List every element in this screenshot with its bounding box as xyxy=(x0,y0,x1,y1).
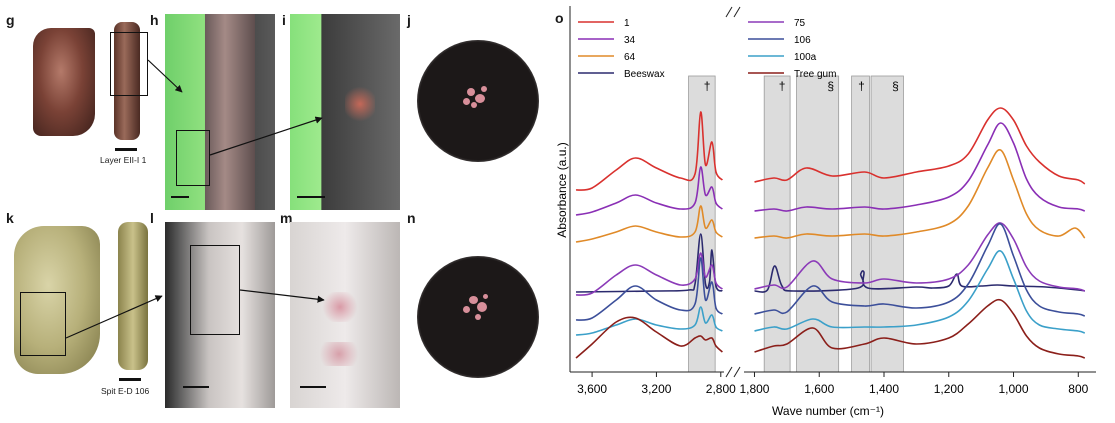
band-symbol-2: § xyxy=(827,79,834,93)
band-symbol-1: † xyxy=(779,79,786,93)
x-tick-label-left-0: 3,600 xyxy=(577,382,607,396)
flint-side-view-g xyxy=(114,22,140,140)
band-symbol-3: † xyxy=(858,79,865,93)
series-106-right xyxy=(754,223,1086,317)
axis-break-1a xyxy=(725,6,733,18)
x-tick-label-left-1: 3,200 xyxy=(641,382,671,396)
legend-label-75: 75 xyxy=(794,18,806,29)
scale-bar-l xyxy=(183,386,209,388)
sample-dish-j xyxy=(417,40,539,162)
series-64-left xyxy=(575,205,723,243)
band-1 xyxy=(763,75,791,373)
macro-photo-i xyxy=(290,14,400,210)
panel-label-i: i xyxy=(282,12,286,28)
x-axis-label: Wave number (cm⁻¹) xyxy=(772,404,884,418)
panel-label-k: k xyxy=(6,210,14,226)
ftir-spectrum-chart: † † § † § 3,600 3,200 2,800 1,800 1,600 1,400 1,20… xyxy=(555,6,1096,418)
spit-caption: Spit E-D 106 xyxy=(101,386,150,396)
spectrum-curves xyxy=(575,107,1086,359)
panel-label-m: m xyxy=(280,210,293,226)
band-symbol-0: † xyxy=(704,79,711,93)
series-beeswax-left xyxy=(575,233,723,293)
layer-caption: Layer EII-I 1 xyxy=(100,155,147,165)
series-75-left xyxy=(575,252,723,296)
x-tick-label-right-1: 1,600 xyxy=(804,382,834,396)
panel-label-j: j xyxy=(407,12,411,28)
panel-label-h: h xyxy=(150,12,159,28)
detail-frame-g xyxy=(110,32,148,96)
zoom-arrow-k-l xyxy=(65,295,163,339)
macro-photo-m xyxy=(290,222,400,408)
legend-label-100a: 100a xyxy=(794,52,817,63)
panel-label-l: l xyxy=(150,210,154,226)
x-tick-label-right-0: 1,800 xyxy=(739,382,769,396)
zoom-arrow-h-i xyxy=(209,116,323,156)
scale-bar-m xyxy=(300,386,326,388)
legend-label-106: 106 xyxy=(794,35,811,46)
series-100a-left xyxy=(575,306,723,336)
x-tick-label-right-3: 1,200 xyxy=(934,382,964,396)
series-100a-right xyxy=(754,250,1086,334)
legend-label-64: 64 xyxy=(624,52,636,63)
band-2 xyxy=(796,75,840,373)
scale-bar-k xyxy=(119,378,141,381)
zoom-arrows xyxy=(65,59,325,339)
zoom-arrow-l-m xyxy=(239,289,325,303)
axis-break-1b xyxy=(733,6,741,18)
detail-frame-l xyxy=(190,245,240,335)
series-75-right xyxy=(754,222,1086,292)
series-34-left xyxy=(575,166,723,216)
detail-frame-h xyxy=(176,130,210,186)
series-beeswax-right xyxy=(754,265,1085,293)
scale-bar-g xyxy=(115,148,137,151)
panel-label-o: o xyxy=(555,10,564,26)
series-1-right xyxy=(754,107,1086,185)
flint-side-view-k xyxy=(118,222,148,370)
x-tick-label-left-2: 2,800 xyxy=(706,382,736,396)
x-tick-label-right-4: 1,000 xyxy=(999,382,1029,396)
series-34-right xyxy=(754,122,1086,212)
legend-label-tree-gum: Tree gum xyxy=(794,69,836,80)
scale-bar-h xyxy=(171,196,189,198)
y-axis-label: Absorbance (a.u.) xyxy=(555,142,569,237)
x-tick-label-right-5: 800 xyxy=(1068,382,1088,396)
panel-label-n: n xyxy=(407,210,416,226)
axis-break-0a xyxy=(725,366,733,378)
scale-bar-i xyxy=(297,196,325,198)
series-tree-gum-right xyxy=(754,298,1086,359)
series-64-right xyxy=(754,149,1086,239)
zoom-arrow-g-h xyxy=(147,59,183,93)
series-tree-gum-left xyxy=(575,316,723,359)
legend-label-beeswax: Beeswax xyxy=(624,69,665,80)
flint-artefact-photo-g xyxy=(33,28,95,136)
band-symbol-4: § xyxy=(892,79,899,93)
flint-artefact-photo-k xyxy=(14,226,100,374)
series-106-left xyxy=(575,257,723,321)
x-tick-label-right-2: 1,400 xyxy=(869,382,899,396)
macro-photo-h xyxy=(165,14,275,210)
series-1-left xyxy=(575,111,724,191)
chart-axes: 3,600 3,200 2,800 1,800 1,600 1,400 1,200 1,000… xyxy=(569,6,1096,396)
panel-label-g: g xyxy=(6,12,15,28)
chart-legend: 1 75 34 106 64 100a Beeswax Tree gum xyxy=(578,18,836,80)
sample-dish-n xyxy=(417,256,539,378)
detail-frame-k xyxy=(20,292,66,356)
macro-photo-l xyxy=(165,222,275,408)
legend-label-34: 34 xyxy=(624,35,636,46)
axis-break-0b xyxy=(733,366,741,378)
band-4 xyxy=(870,75,904,373)
legend-label-1: 1 xyxy=(624,18,630,29)
